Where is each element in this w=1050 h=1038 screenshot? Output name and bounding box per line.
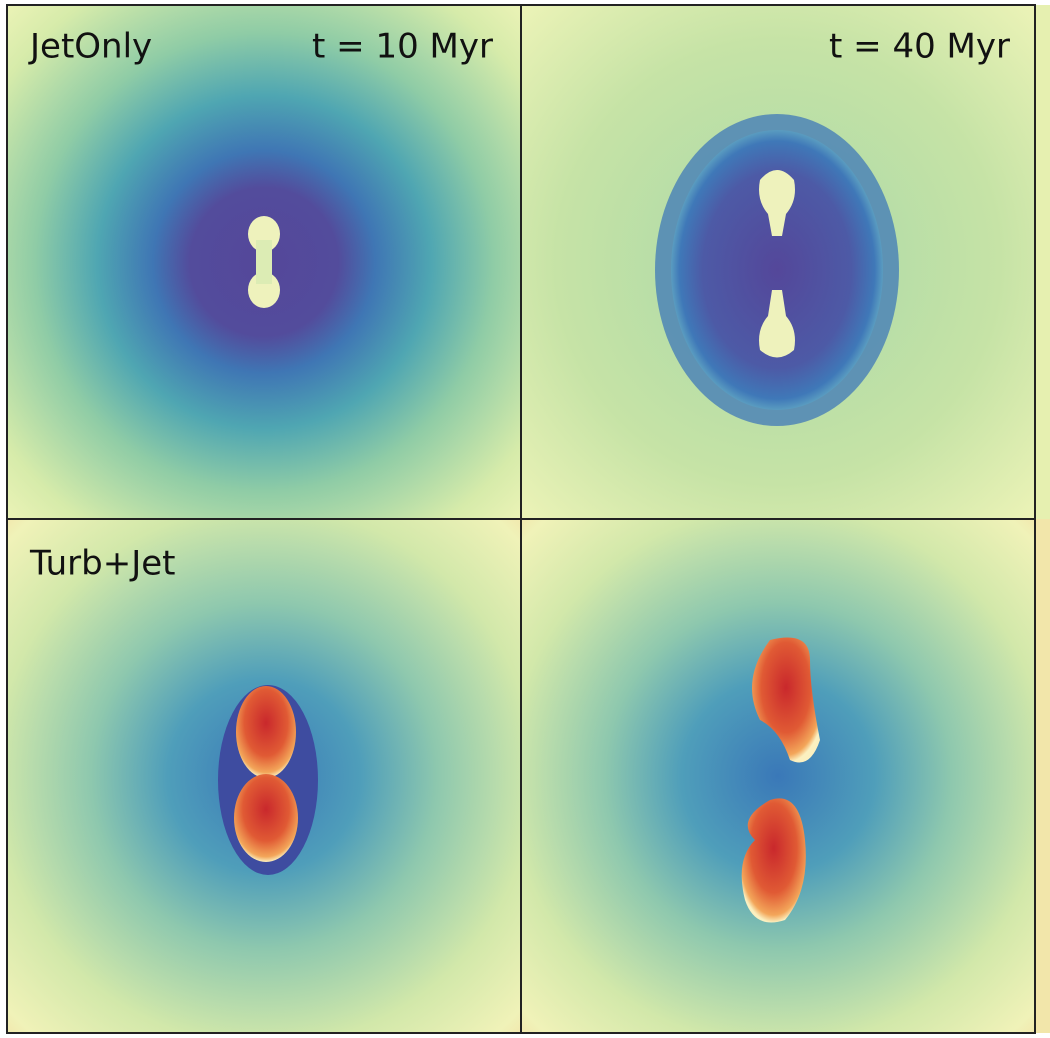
time-label: t = 40 Myr — [829, 27, 1010, 67]
time-label: t = 10 Myr — [312, 27, 493, 67]
next-panel-sliver — [1035, 519, 1050, 1033]
panel-jetonly-40 — [521, 5, 1035, 519]
panel-turbjet-10 — [7, 519, 521, 1033]
panel-turbjet-40 — [521, 519, 1035, 1033]
next-panel-sliver — [1035, 5, 1050, 519]
panel-borders — [6, 4, 1036, 1034]
panel-jetonly-10 — [7, 5, 521, 519]
row-label: JetOnly — [28, 27, 152, 67]
row-label: Turb+Jet — [29, 544, 175, 584]
